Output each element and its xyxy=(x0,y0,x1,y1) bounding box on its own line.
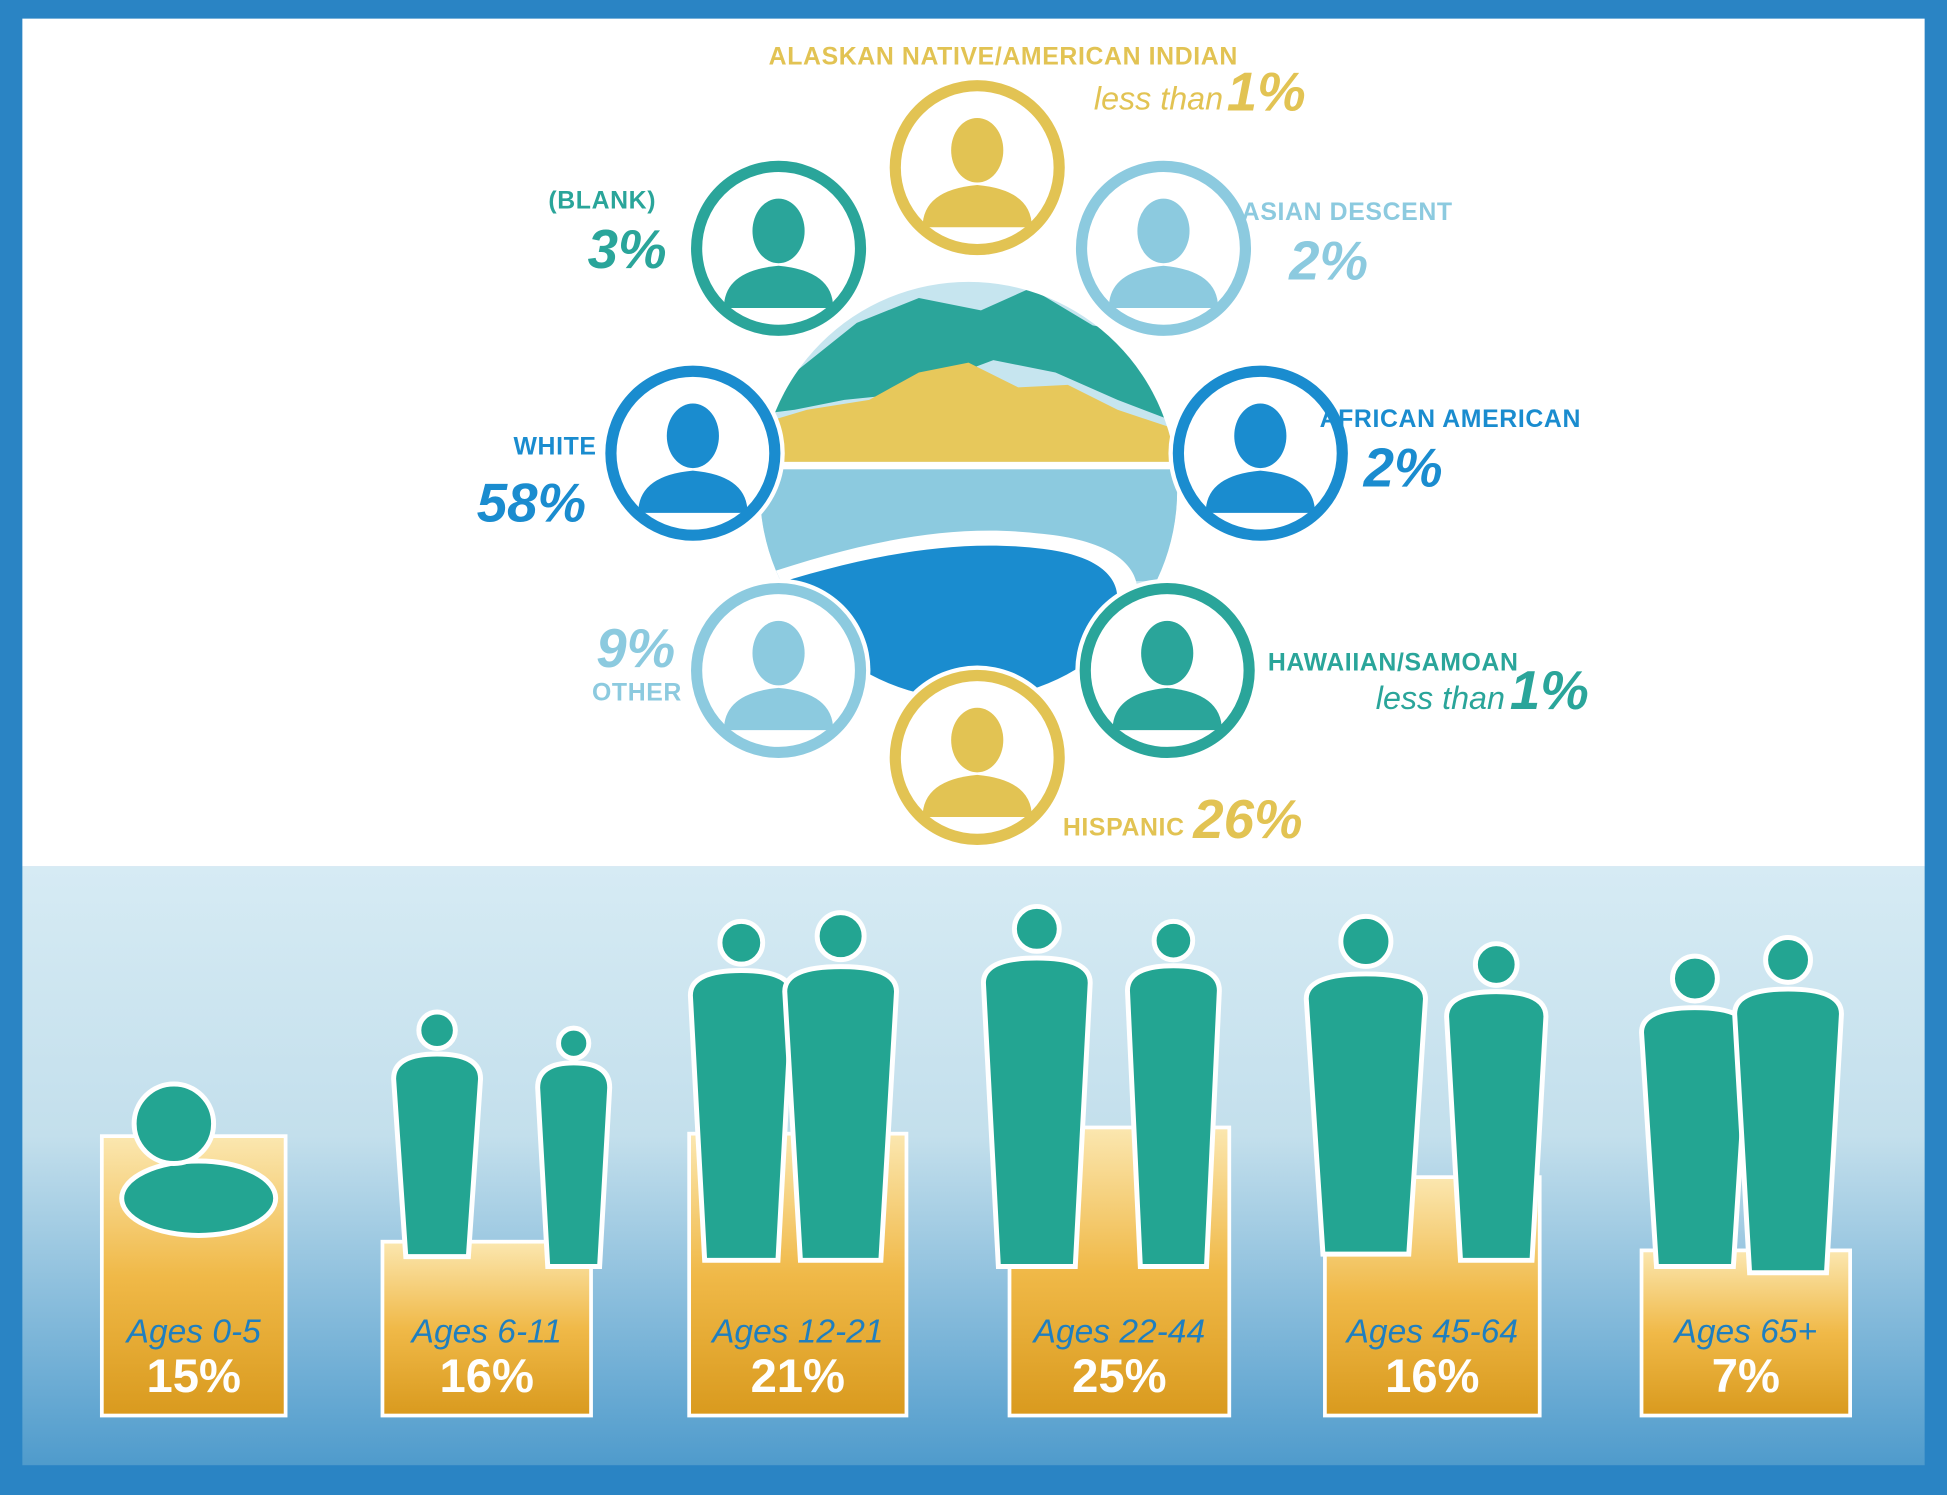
group-name: HAWAIIAN/SAMOAN xyxy=(1268,650,1519,677)
age-label: Ages 65+ xyxy=(1673,1313,1818,1350)
percent: 58% xyxy=(477,473,586,534)
icon-head xyxy=(951,707,1004,773)
silhouette xyxy=(1763,934,1813,985)
silhouette xyxy=(782,964,899,1263)
icon-head xyxy=(752,198,805,264)
group-name: (BLANK) xyxy=(548,188,656,215)
silhouette xyxy=(535,1060,613,1270)
silhouette xyxy=(1011,903,1062,954)
icon-body xyxy=(723,265,834,308)
silhouette xyxy=(391,1051,484,1260)
silhouette xyxy=(717,918,766,967)
silhouette xyxy=(1732,986,1844,1276)
icon-body xyxy=(1205,470,1315,513)
silhouette xyxy=(1444,989,1549,1263)
silhouette xyxy=(131,1081,217,1166)
age-label: Ages 22-44 xyxy=(1032,1313,1205,1350)
silhouette xyxy=(556,1025,592,1061)
icon-body xyxy=(922,774,1032,818)
silhouette xyxy=(1639,1005,1751,1270)
age-bar xyxy=(1639,1248,1852,1418)
group-name: WHITE xyxy=(514,433,597,460)
bottom-panel xyxy=(22,866,1925,1466)
percent: 1% xyxy=(1227,62,1306,123)
silhouette xyxy=(416,1009,458,1051)
icon-head xyxy=(951,117,1004,183)
age-label: Ages 45-64 xyxy=(1345,1313,1518,1350)
group-name: HISPANIC xyxy=(1063,815,1185,842)
age-percent: 16% xyxy=(1385,1349,1479,1402)
silhouette xyxy=(1303,971,1428,1257)
silhouette xyxy=(1338,913,1394,969)
age-label: Ages 6-11 xyxy=(410,1313,562,1350)
silhouette xyxy=(814,910,867,963)
percent: 9% xyxy=(596,618,675,679)
age-percent: 7% xyxy=(1712,1349,1780,1402)
age-percent: 21% xyxy=(751,1349,845,1402)
icon-head xyxy=(1234,403,1287,469)
icon-body xyxy=(1108,265,1219,308)
group-name: OTHER xyxy=(592,679,682,706)
age-percent: 15% xyxy=(147,1349,241,1402)
percent: 26% xyxy=(1192,789,1302,850)
silhouette xyxy=(1472,941,1520,988)
silhouette xyxy=(1151,918,1196,963)
icon-body xyxy=(922,185,1032,228)
age-bar xyxy=(380,1239,593,1418)
icon-body xyxy=(638,470,748,513)
icon-body xyxy=(723,687,834,731)
silhouette xyxy=(1670,953,1720,1004)
silhouette xyxy=(980,955,1093,1270)
group-name: ALASKAN NATIVE/AMERICAN INDIAN xyxy=(769,44,1238,71)
icon-group xyxy=(600,75,1353,850)
qualifier: less than xyxy=(1094,80,1223,116)
qualifier: less than xyxy=(1376,680,1505,716)
percent: 3% xyxy=(588,219,667,280)
icon-head xyxy=(1137,198,1190,264)
age-label: Ages 12-21 xyxy=(710,1313,883,1350)
silhouette xyxy=(687,968,795,1263)
group-name: AFRICAN AMERICAN xyxy=(1320,406,1581,433)
group-name: ASIAN DESCENT xyxy=(1242,199,1453,226)
age-percent: 16% xyxy=(440,1349,534,1402)
percent: 1% xyxy=(1510,660,1589,721)
icon-body xyxy=(1112,687,1222,731)
percent: 2% xyxy=(1363,438,1443,499)
icon-head xyxy=(1141,620,1194,686)
ethnicity-labels: ALASKAN NATIVE/AMERICAN INDIAN less than… xyxy=(477,44,1589,851)
silhouette xyxy=(1124,963,1222,1270)
age-label: Ages 0-5 xyxy=(125,1313,262,1350)
percent: 2% xyxy=(1288,230,1368,291)
icon-head xyxy=(752,620,805,686)
silhouette xyxy=(119,1158,279,1238)
age-percent: 25% xyxy=(1072,1349,1166,1402)
icon-head xyxy=(666,403,719,469)
